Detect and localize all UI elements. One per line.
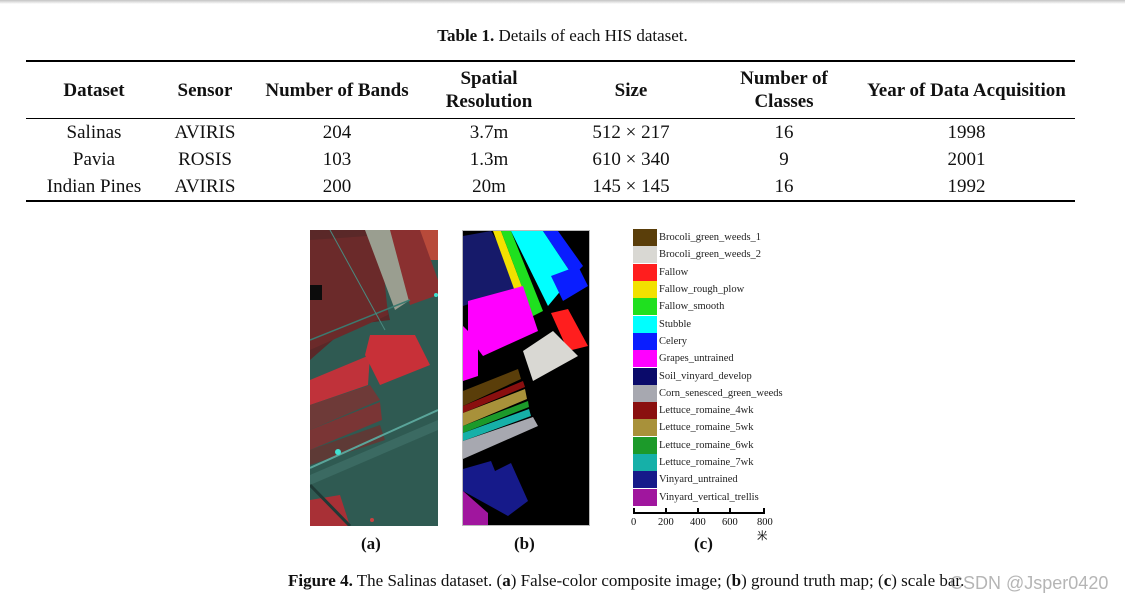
cell-sensor: AVIRIS: [174, 175, 236, 197]
header-size: Size: [614, 79, 648, 101]
legend-swatch: [633, 263, 657, 281]
cell-bands: 204: [322, 121, 352, 143]
legend-item: Fallow: [633, 263, 833, 281]
legend-item: Lettuce_romaine_4wk: [633, 402, 833, 420]
legend-swatch: [633, 367, 657, 385]
legend-swatch: [633, 229, 657, 247]
legend-item: Lettuce_romaine_7wk: [633, 454, 833, 471]
cell-size: 610 × 340: [592, 148, 670, 170]
panel-label-c: (c): [694, 534, 713, 553]
legend-swatch: [633, 332, 657, 350]
legend-swatch: [633, 384, 657, 402]
table-caption: Table 1. Details of each HIS dataset.: [0, 26, 1125, 46]
false-color-composite-image: [310, 230, 438, 526]
scale-bar-line: [633, 508, 765, 514]
watermark: CSDN @Jsper0420: [950, 573, 1109, 593]
legend-swatch: [633, 471, 657, 489]
cell-resolution: 20m: [472, 175, 506, 197]
scale-label: 0: [631, 517, 637, 528]
table-caption-text: Details of each HIS dataset.: [494, 26, 688, 45]
cell-size: 512 × 217: [592, 121, 670, 143]
cell-resolution: 3.7m: [469, 121, 509, 143]
false-color-image-graphic: [310, 230, 438, 526]
legend-swatch: [633, 454, 657, 471]
table-row: Indian Pines AVIRIS 200 20m 145 × 145 16…: [26, 173, 1075, 201]
cell-resolution: 1.3m: [469, 148, 509, 170]
header-number-of-bands: Number of Bands: [265, 79, 409, 101]
cell-sensor: ROSIS: [178, 148, 232, 170]
cell-classes: 9: [779, 148, 789, 170]
legend-item: Brocoli_green_weeds_1: [633, 229, 833, 247]
header-number-of-classes: Number of Classes: [740, 68, 828, 112]
legend-item: Corn_senesced_green_weeds: [633, 384, 833, 402]
scale-label: 800米: [757, 517, 773, 542]
legend-swatch: [633, 315, 657, 333]
cell-classes: 16: [774, 121, 794, 143]
previous-text-fragment: [0, 0, 1125, 4]
cell-dataset: Pavia: [72, 148, 116, 170]
table-row: Salinas AVIRIS 204 3.7m 512 × 217 16 199…: [26, 119, 1075, 147]
legend-item: Stubble: [633, 315, 833, 333]
legend-item: Vinyard_vertical_trellis: [633, 488, 833, 506]
legend-item: Soil_vinyard_develop: [633, 367, 833, 385]
legend-item: Lettuce_romaine_6wk: [633, 436, 833, 454]
table-row: Pavia ROSIS 103 1.3m 610 × 340 9 2001: [26, 146, 1075, 173]
scale-tick: [729, 508, 731, 514]
cell-year: 1992: [947, 175, 986, 197]
cell-year: 2001: [947, 148, 986, 170]
figure-caption-label: Figure 4.: [288, 571, 353, 590]
header-year-of-acquisition: Year of Data Acquisition: [867, 79, 1066, 101]
cell-dataset: Indian Pines: [46, 175, 142, 197]
panel-label-b: (b): [514, 534, 535, 553]
legend-swatch: [633, 402, 657, 420]
ground-truth-graphic: [463, 231, 589, 525]
cell-bands: 103: [322, 148, 352, 170]
legend-item: Fallow_rough_plow: [633, 281, 833, 299]
legend-swatch: [633, 488, 657, 506]
legend-swatch: [633, 436, 657, 454]
legend-item: Grapes_untrained: [633, 350, 833, 368]
legend-item: Celery: [633, 332, 833, 350]
legend-swatch: [633, 298, 657, 316]
cell-sensor: AVIRIS: [174, 121, 236, 143]
legend-swatch: [633, 281, 657, 299]
header-spatial-resolution: Spatial Resolution: [445, 68, 533, 112]
legend-swatch: [633, 246, 657, 264]
panel-label-a: (a): [361, 534, 381, 553]
figure-caption: Figure 4. The Salinas dataset. (a) False…: [288, 571, 965, 590]
scale-label: 600: [722, 517, 738, 528]
scale-label: 400: [690, 517, 706, 528]
legend-swatch: [633, 419, 657, 437]
cell-dataset: Salinas: [66, 121, 122, 143]
legend-item: Lettuce_romaine_5wk: [633, 419, 833, 437]
class-legend: Brocoli_green_weeds_1 Brocoli_green_weed…: [633, 229, 833, 506]
header-dataset: Dataset: [63, 79, 125, 101]
legend-item: Vinyard_untrained: [633, 471, 833, 489]
cell-bands: 200: [322, 175, 352, 197]
table-caption-label: Table 1.: [437, 26, 495, 45]
legend-item: Fallow_smooth: [633, 298, 833, 316]
legend-item: Brocoli_green_weeds_2: [633, 246, 833, 264]
cell-year: 1998: [947, 121, 986, 143]
table-header-row: Dataset Sensor Number of Bands Spatial Re…: [26, 61, 1075, 119]
dataset-details-table: Dataset Sensor Number of Bands Spatial Re…: [26, 60, 1075, 202]
scale-tick: [697, 508, 699, 514]
cell-size: 145 × 145: [592, 175, 670, 197]
scale-bar: 0 200 400 600 800米: [631, 508, 783, 542]
header-sensor: Sensor: [177, 79, 233, 101]
cell-classes: 16: [774, 175, 794, 197]
ground-truth-map: [462, 230, 590, 526]
legend-swatch: [633, 350, 657, 368]
scale-tick: [665, 508, 667, 514]
scale-label: 200: [658, 517, 674, 528]
